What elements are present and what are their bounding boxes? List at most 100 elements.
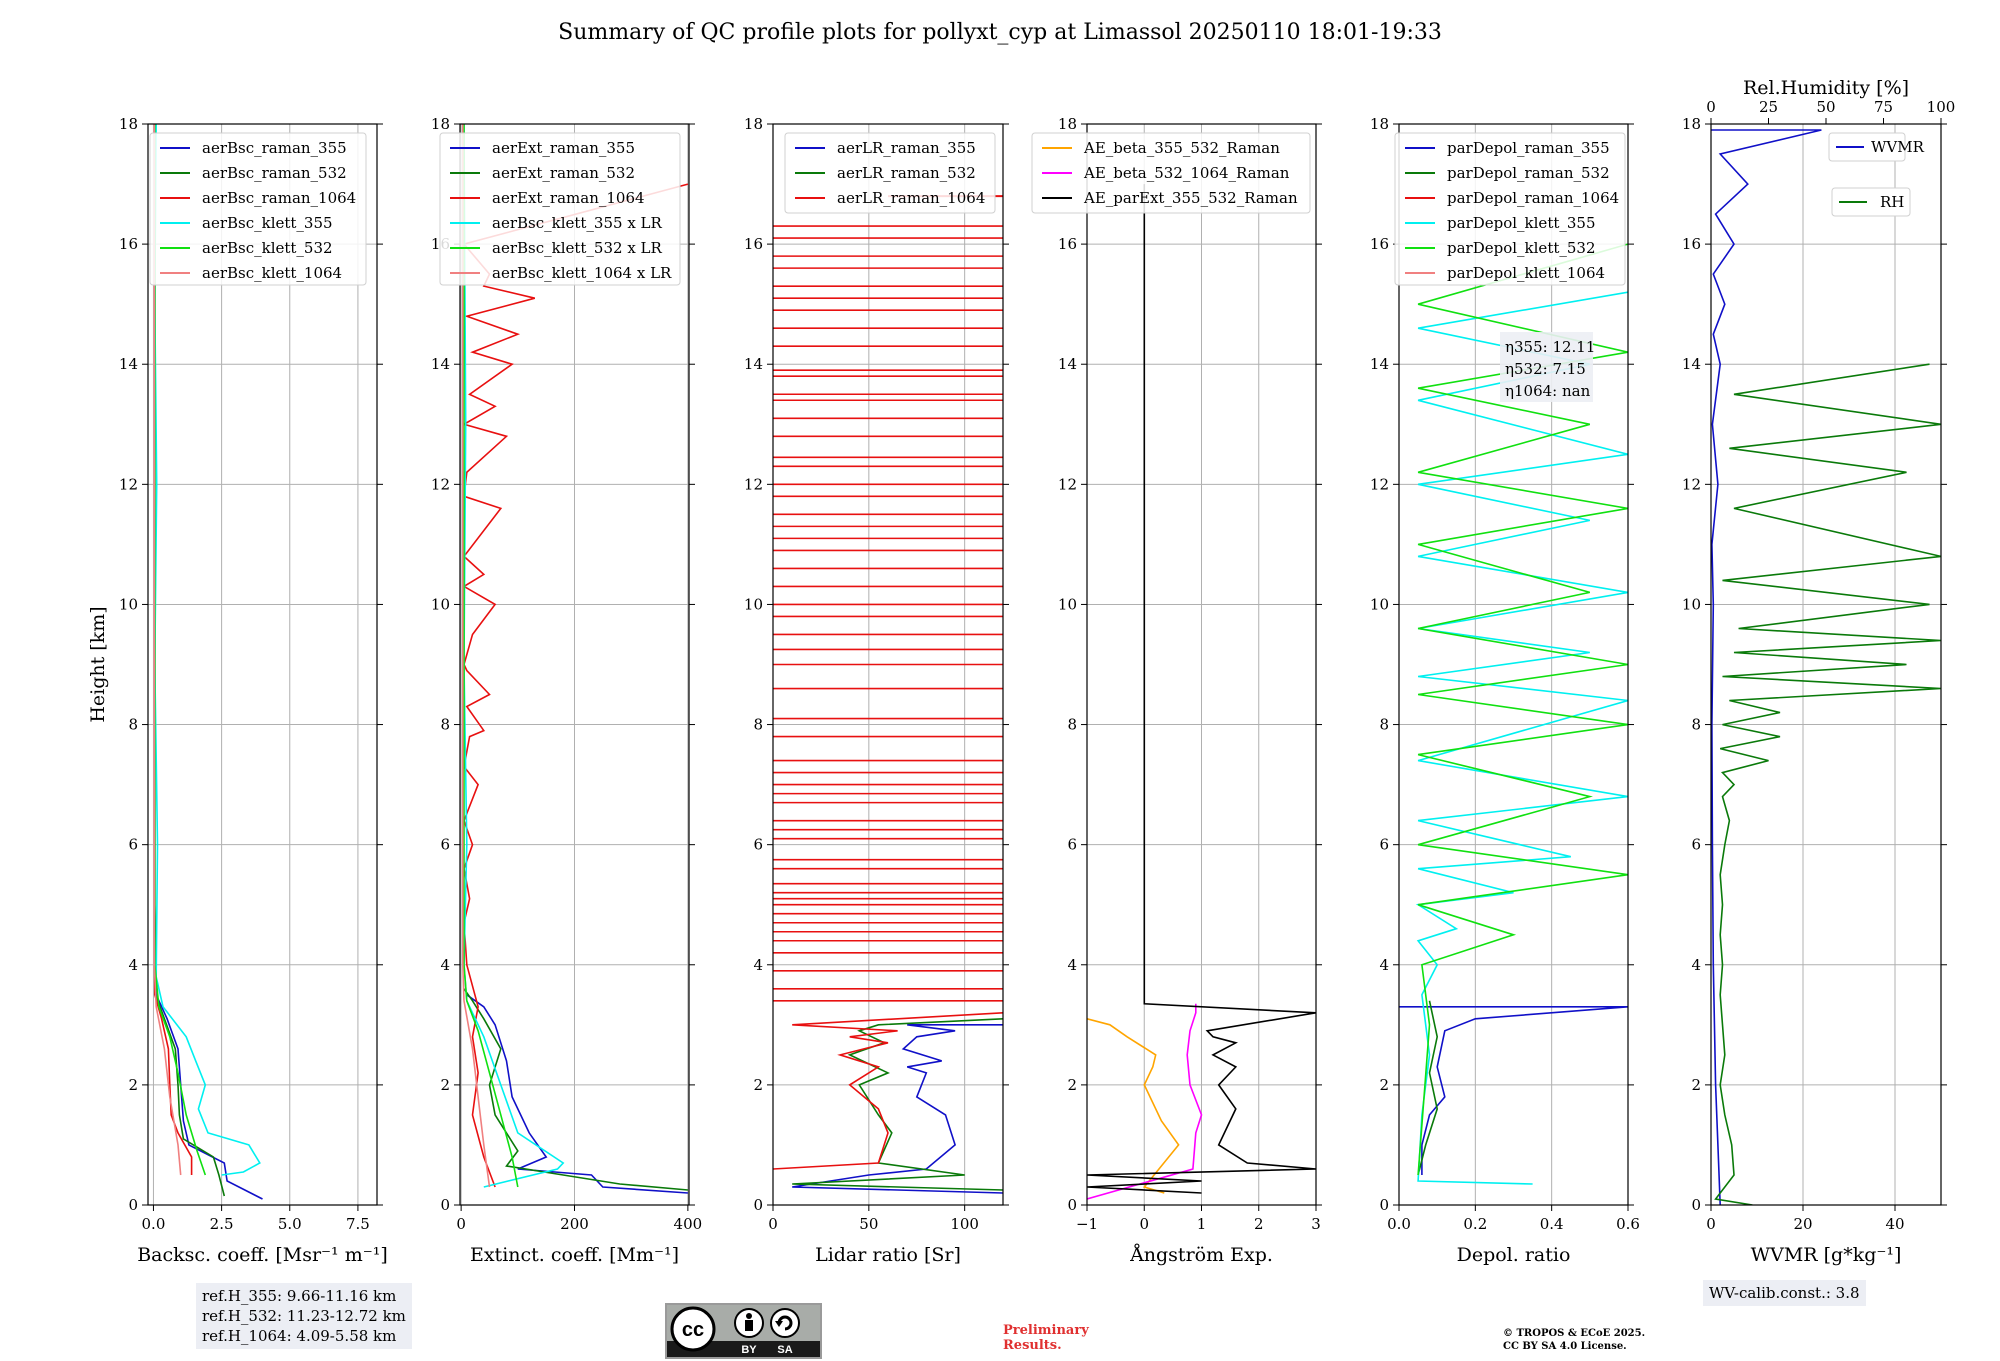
legend: aerBsc_raman_355 aerBsc_raman_532 aerBsc_r… [149,132,367,286]
x-tick-label: 3 [1311,1215,1321,1233]
cc-glyph-icon: cc [682,1319,704,1341]
y-tick-label: 4 [753,956,763,974]
legend: aerLR_raman_355 aerLR_raman_532 aerLR_rama… [784,132,996,214]
x-tick-label: 0 [1706,1215,1716,1233]
legend-label: aerExt_raman_355 [492,139,635,157]
preliminary-line-1: Preliminary [1003,1323,1089,1338]
y-tick-label: 14 [431,355,450,373]
series-line-aerExt_raman_355 [466,994,688,1194]
y-tick-label: 12 [1682,475,1701,493]
x-tick-label: 2 [1254,1215,1264,1233]
x-tick-label: 0 [456,1215,466,1233]
series-line-aerBsc_klett_532 x LR [463,124,519,1188]
legend-label: aerBsc_klett_355 [202,214,333,232]
x-tick-label: 0.6 [1616,1215,1640,1233]
x-axis-label: WVMR [g*kg⁻¹] [1751,1244,1902,1266]
x-tick-label: 0.2 [1463,1215,1487,1233]
y-tick-label: 8 [1379,716,1389,734]
x-tick-label: 200 [560,1215,589,1233]
y-tick-label: 14 [1370,355,1389,373]
top-x-tick-label: 50 [1816,98,1835,116]
y-tick-label: 18 [431,115,450,133]
y-tick-label: 0 [1691,1196,1701,1214]
y-tick-label: 14 [1682,355,1701,373]
x-axis-label: Lidar ratio [Sr] [815,1244,961,1266]
series-line-aerBsc_klett_355 [153,124,261,1176]
panel-lidar_ratio: 0 50 100 0 2 4 6 8 10 12 14 16 18 Lidar ratio [Sr] aer… [744,115,1009,1266]
series-line-AE_beta_355_532_Raman [1087,1018,1180,1194]
legend-label: AE_beta_532_1064_Raman [1083,164,1290,182]
series-group [1087,184,1316,1200]
y-tick-label: 2 [1691,1076,1701,1094]
y-tick-label: 4 [440,956,450,974]
series-group [153,124,263,1200]
x-tick-label: 7.5 [346,1215,370,1233]
panel-water_vapor: 0 20 40 0 2 4 6 8 10 12 14 16 18 WVMR [g*kg⁻¹] 0 25 50 75… [1682,77,1955,1266]
y-tick-label: 18 [119,115,138,133]
legend-label: aerLR_raman_532 [837,164,976,182]
y-tick-label: 0 [1379,1196,1389,1214]
y-tick-label: 6 [1379,836,1389,854]
legend-label: aerBsc_raman_355 [202,139,347,157]
y-tick-label: 18 [744,115,763,133]
legend-label: aerBsc_raman_1064 [202,189,356,207]
cc-circle-icon [670,1306,716,1352]
ref-height-1064: ref.H_1064: 4.09-5.58 km [202,1327,397,1345]
legend-label: aerExt_raman_1064 [492,189,645,207]
y-tick-label: 12 [119,475,138,493]
series-group [461,124,689,1194]
y-tick-label: 14 [119,355,138,373]
y-tick-label: 6 [1067,836,1077,854]
eta-value: η1064: nan [1505,382,1591,400]
y-tick-label: 0 [440,1196,450,1214]
series-line-parDepol_raman_355 [1399,1005,1628,1175]
panel-backscatter: 0.0 2.5 5.0 7.5 0 2 4 6 8 10 12 14 16 18 Backsc. coeff… [87,115,388,1266]
legend-label: aerLR_raman_1064 [837,189,985,207]
x-tick-label: 0.0 [1387,1215,1411,1233]
eta-value: η532: 7.15 [1505,360,1586,378]
x-tick-label: 0 [1139,1215,1149,1233]
y-tick-label: 4 [1691,956,1701,974]
legend-box-wvmr [1828,132,1906,162]
top-x-tick-label: 75 [1874,98,1893,116]
wv-calibration-box: WV-calib.const.: 3.8 [1703,1280,1866,1306]
series-line-aerLR_raman_1064 [773,1012,1003,1170]
legend-label: parDepol_klett_532 [1447,239,1596,257]
legend-box [439,132,681,286]
x-tick-label: 1 [1197,1215,1207,1233]
reference-height-box: ref.H_355: 9.66-11.16 km ref.H_532: 11.2… [196,1283,412,1349]
top-x-tick-label: 25 [1759,98,1778,116]
legend-label: aerBsc_raman_532 [202,164,347,182]
y-tick-label: 16 [1682,235,1701,253]
y-tick-label: 2 [128,1076,138,1094]
y-tick-label: 14 [744,355,763,373]
y-tick-label: 10 [1058,595,1077,613]
sa-share-icon [770,1308,800,1338]
plot-frame [772,123,1004,1206]
y-tick-label: 16 [744,235,763,253]
cc-license-badge: cc BY SA [665,1303,822,1359]
legend-box-rh [1831,187,1911,217]
y-tick-label: 8 [440,716,450,734]
x-tick-label: 0.0 [142,1215,166,1233]
series-group [773,195,1003,1194]
y-tick-label: 2 [1067,1076,1077,1094]
eta-value: η355: 12.11 [1505,338,1595,356]
y-tick-label: 12 [1058,475,1077,493]
series-line-aerExt_raman_532 [463,988,688,1191]
legend-label-rh: RH [1880,193,1904,211]
y-tick-label: 16 [1058,235,1077,253]
x-tick-label: 0.4 [1540,1215,1564,1233]
plot-frame [147,123,378,1206]
y-tick-label: 0 [128,1196,138,1214]
x-axis-label: Ångström Exp. [1129,1244,1273,1266]
ref-height-355: ref.H_355: 9.66-11.16 km [202,1287,397,1305]
figure-title: Summary of QC profile plots for pollyxt_… [558,20,1442,45]
ref-height-532: ref.H_532: 11.23-12.72 km [202,1307,406,1325]
series-line-WVMR [1711,129,1822,1205]
x-tick-label: 50 [859,1215,878,1233]
y-tick-label: 12 [431,475,450,493]
legend-label: AE_beta_355_532_Raman [1083,139,1280,157]
y-tick-label: 10 [119,595,138,613]
